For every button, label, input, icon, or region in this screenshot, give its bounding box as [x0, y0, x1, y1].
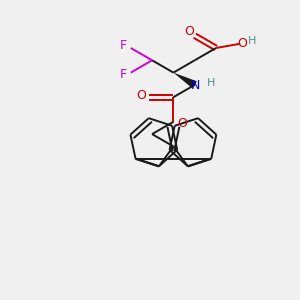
Text: F: F — [120, 68, 127, 81]
Text: O: O — [177, 117, 187, 130]
Polygon shape — [173, 73, 197, 88]
Text: O: O — [184, 25, 194, 38]
Text: F: F — [120, 39, 127, 52]
Text: O: O — [136, 89, 146, 102]
Text: H: H — [207, 78, 215, 88]
Text: N: N — [190, 79, 200, 92]
Text: O: O — [237, 37, 247, 50]
Text: H: H — [248, 36, 256, 46]
